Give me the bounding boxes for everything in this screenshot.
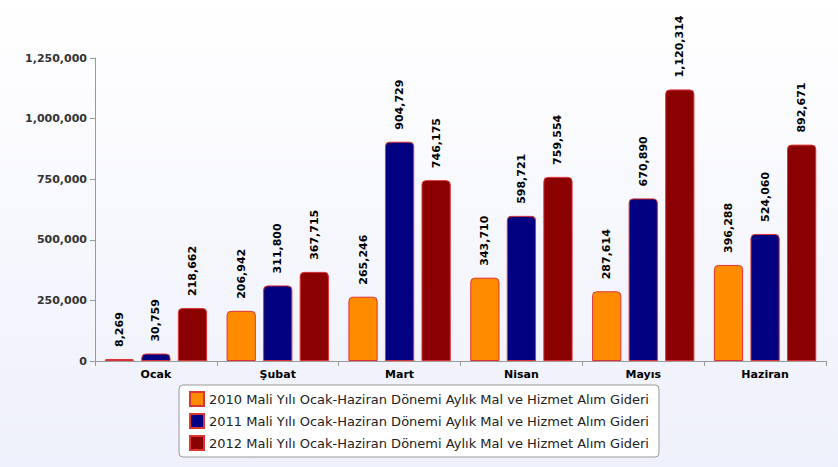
svg-text:Mayıs: Mayıs [625, 368, 661, 381]
svg-text:Mart: Mart [385, 368, 414, 381]
svg-text:265,246: 265,246 [357, 234, 370, 284]
svg-text:904,729: 904,729 [393, 80, 406, 130]
svg-text:8,269: 8,269 [113, 312, 126, 347]
svg-text:206,942: 206,942 [235, 249, 248, 299]
svg-text:670,890: 670,890 [637, 136, 650, 186]
svg-text:396,288: 396,288 [722, 203, 735, 253]
svg-text:759,554: 759,554 [551, 114, 564, 164]
svg-text:892,671: 892,671 [795, 83, 808, 133]
svg-text:2010 Mali Yılı Ocak-Haziran Dö: 2010 Mali Yılı Ocak-Haziran Dönemi Aylık… [209, 392, 649, 407]
svg-text:2011 Mali Yılı Ocak-Haziran Dö: 2011 Mali Yılı Ocak-Haziran Dönemi Aylık… [209, 414, 649, 429]
svg-text:367,715: 367,715 [308, 210, 321, 260]
svg-text:Nisan: Nisan [504, 368, 539, 381]
svg-text:1,120,314: 1,120,314 [673, 15, 686, 77]
svg-text:Şubat: Şubat [260, 368, 296, 381]
svg-text:500,000: 500,000 [37, 233, 87, 246]
svg-text:Ocak: Ocak [141, 368, 172, 381]
svg-text:0: 0 [79, 355, 87, 368]
svg-text:218,662: 218,662 [186, 246, 199, 296]
svg-text:287,614: 287,614 [600, 229, 613, 279]
svg-text:524,060: 524,060 [759, 172, 772, 222]
svg-text:343,710: 343,710 [478, 215, 491, 265]
svg-text:1,000,000: 1,000,000 [25, 112, 87, 125]
svg-text:746,175: 746,175 [430, 118, 443, 168]
svg-text:750,000: 750,000 [37, 173, 87, 186]
svg-text:Haziran: Haziran [741, 368, 788, 381]
svg-text:30,759: 30,759 [149, 299, 162, 341]
svg-text:598,721: 598,721 [515, 154, 528, 204]
svg-text:250,000: 250,000 [37, 294, 87, 307]
svg-text:1,250,000: 1,250,000 [25, 52, 87, 65]
svg-text:311,800: 311,800 [271, 223, 284, 273]
svg-text:2012 Mali Yılı Ocak-Haziran Dö: 2012 Mali Yılı Ocak-Haziran Dönemi Aylık… [209, 436, 649, 451]
